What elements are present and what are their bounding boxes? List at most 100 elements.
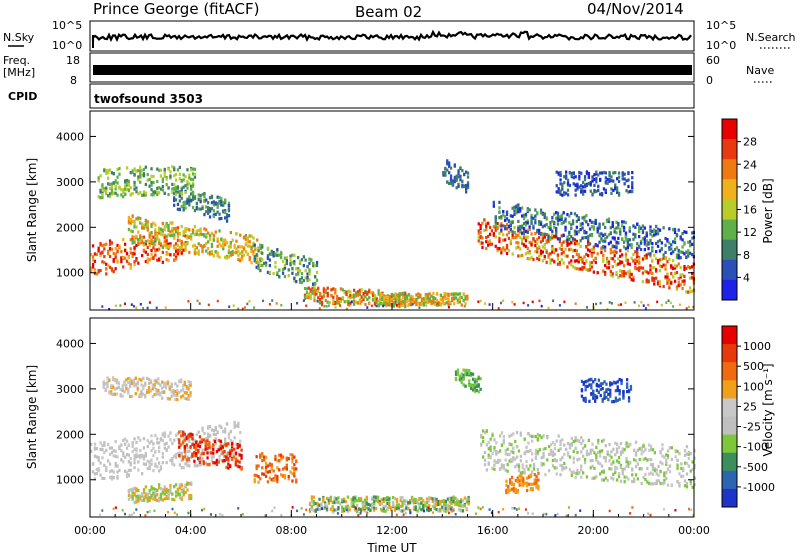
range-cell [263, 472, 266, 476]
range-cell [434, 297, 437, 301]
range-cell [334, 301, 337, 306]
range-cell [553, 225, 556, 229]
range-cell [439, 297, 443, 301]
range-cell [621, 224, 624, 228]
range-cell [482, 429, 485, 433]
range-cell [105, 186, 108, 190]
range-cell [347, 295, 350, 299]
range-cell [101, 476, 104, 480]
range-cell [551, 258, 554, 262]
range-cell [411, 303, 414, 306]
range-cell [505, 483, 508, 487]
range-cell [575, 249, 578, 253]
range-cell [449, 166, 453, 170]
range-cell [551, 464, 555, 468]
range-cell [608, 170, 611, 175]
range-cell [532, 257, 535, 262]
range-cell [506, 447, 509, 451]
range-cell [613, 236, 616, 240]
range-cell [512, 458, 515, 462]
range-cell [596, 252, 599, 256]
range-cell [139, 241, 142, 245]
range-cell [600, 238, 603, 242]
range-cell [679, 235, 682, 239]
range-cell [461, 183, 464, 187]
range-cell [182, 232, 185, 236]
range-cell [535, 482, 538, 486]
range-cell [154, 228, 157, 232]
range-cell [119, 394, 122, 398]
range-cell [609, 231, 612, 235]
range-cell [551, 441, 555, 445]
range-cell [304, 258, 307, 262]
range-cell [135, 440, 138, 444]
range-cell [327, 498, 331, 503]
range-cell [668, 278, 671, 282]
range-cell [689, 286, 692, 290]
range-cell [291, 460, 294, 464]
range-cell [193, 464, 197, 468]
range-cell [112, 449, 115, 453]
range-cell [607, 233, 611, 237]
range-cell [395, 500, 399, 504]
range-cell [500, 301, 502, 305]
range-cell [442, 173, 445, 177]
range-cell [524, 235, 528, 239]
range-cell [633, 301, 636, 304]
range-cell [210, 231, 214, 235]
range-cell [687, 457, 690, 461]
range-cell [181, 455, 185, 459]
range-cell [604, 272, 607, 276]
range-cell [148, 461, 151, 465]
range-cell [459, 498, 463, 502]
range-cell [515, 241, 518, 245]
range-cell [482, 455, 485, 459]
range-cell [446, 161, 449, 165]
range-cell [200, 452, 203, 456]
range-cell [634, 453, 638, 457]
range-cell [584, 388, 587, 392]
range-cell [280, 303, 283, 307]
range-cell [106, 383, 109, 387]
range-cell [167, 494, 170, 498]
range-cell [631, 473, 634, 477]
range-cell [305, 287, 309, 291]
range-cell [167, 496, 170, 500]
range-cell [540, 461, 543, 466]
range-cell [193, 225, 197, 229]
range-cell [576, 458, 579, 462]
range-cell [368, 296, 371, 300]
range-cell [682, 469, 685, 473]
range-cell [690, 271, 694, 276]
colorbar-segment [722, 259, 737, 281]
range-cell [103, 189, 106, 193]
range-cell [422, 301, 426, 305]
range-cell [645, 239, 648, 243]
range-cell [364, 295, 367, 299]
range-cell [225, 443, 228, 447]
noise-sky-line [91, 29, 692, 43]
range-cell [214, 230, 217, 234]
range-cell [224, 430, 227, 434]
range-cell [216, 204, 219, 208]
range-cell [180, 251, 183, 255]
range-cell [182, 492, 185, 496]
range-cell [516, 480, 519, 484]
range-cell [114, 449, 117, 453]
range-cell [127, 391, 130, 395]
range-cell [93, 477, 97, 481]
range-cell [122, 454, 125, 458]
range-cell [479, 227, 482, 231]
range-cell [572, 182, 575, 186]
range-cell [619, 230, 622, 234]
range-cell [588, 378, 591, 382]
range-cell [561, 468, 564, 472]
range-cell [626, 382, 629, 386]
range-cell [218, 217, 221, 221]
range-cell [250, 248, 253, 252]
range-cell [672, 250, 675, 254]
range-cell [617, 262, 620, 266]
range-cell [619, 227, 622, 231]
range-cell [199, 243, 202, 247]
range-cell [425, 304, 428, 307]
